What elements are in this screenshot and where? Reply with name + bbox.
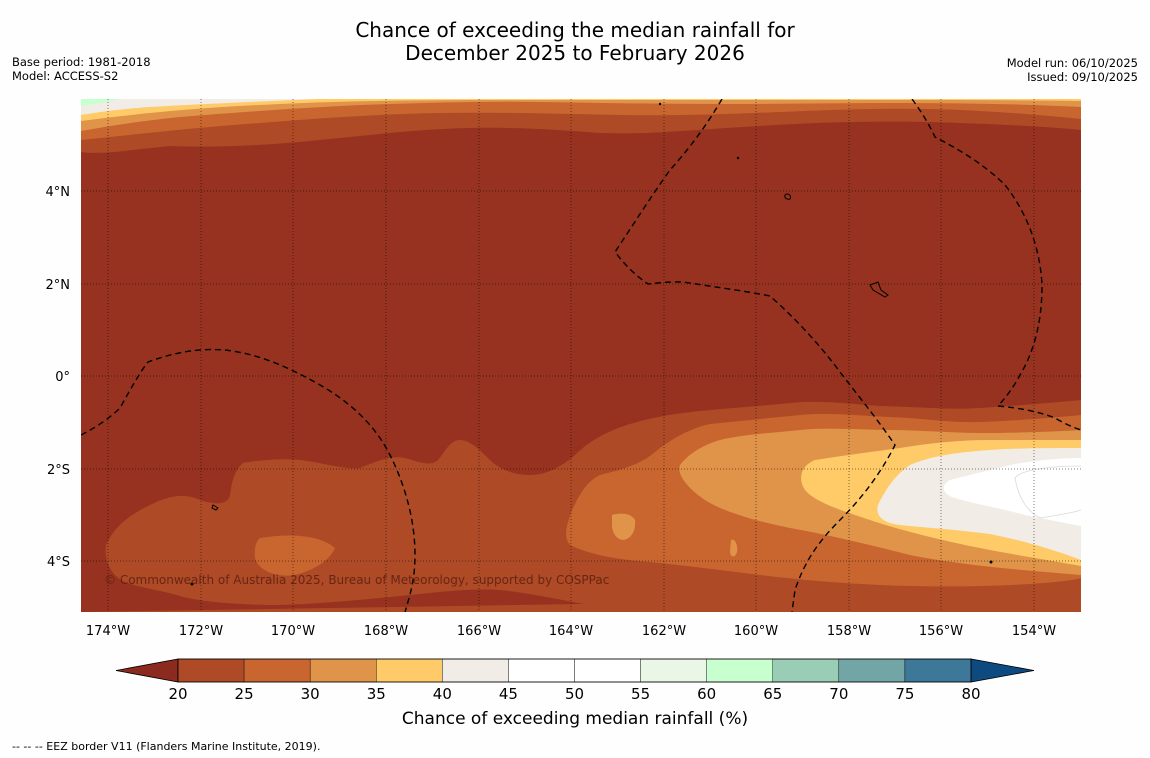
lat-tick-label: 2°N [46,278,71,293]
atoll-2 [869,281,889,298]
colorbar-segment [706,658,773,683]
lon-tick-label: 170°W [271,624,315,639]
colorbar-tick-labels: 20 25 30 35 40 45 50 55 60 65 70 75 80 [168,685,980,703]
colorbar-tick-label: 35 [367,685,386,703]
lat-tick-label: 4°N [46,185,71,200]
copyright-notice: © Commonwealth of Australia 2025, Bureau… [104,573,609,587]
colorbar-segment [376,658,443,683]
colorbar-tick-label: 25 [235,685,254,703]
north-band-60-65 [81,99,118,106]
base-period: Base period: 1981-2018 [12,55,151,69]
colorbar-frame [177,658,972,683]
colorbar-tick-label: 50 [565,685,584,703]
atoll-3 [211,504,219,511]
lon-tick-label: 168°W [364,624,408,639]
lon-tick-label: 154°W [1012,624,1056,639]
lat-tick-label: 2°S [47,463,70,478]
colorbar-segment [442,658,509,683]
model-run: Model run: 06/10/2025 [1006,56,1138,70]
colorbar-segment [309,658,377,683]
eez-legend-note: -- -- -- EEZ border V11 (Flanders Marine… [12,740,321,753]
lon-tick-label: 158°W [827,624,871,639]
map-area: © Commonwealth of Australia 2025, Bureau… [81,99,1081,612]
map-title: Chance of exceeding the median rainfall … [0,19,1150,65]
atoll-1 [784,193,791,200]
colorbar-segment [574,658,641,683]
colorbar-segment [640,658,707,683]
lon-tick-label: 162°W [642,624,686,639]
north-band-25-30 [81,99,1081,140]
lon-tick-label: 164°W [549,624,593,639]
eez-border-west [81,348,416,612]
meta-left: Base period: 1981-2018 Model: ACCESS-S2 [12,55,151,83]
colorbar-tick-label: 55 [631,685,650,703]
atoll-7 [190,582,194,586]
colorbar: 20 25 30 35 40 45 50 55 60 65 70 75 80 [115,658,1035,703]
colorbar-over-triangle [970,658,1035,683]
colorbar-under-triangle [115,658,179,683]
colorbar-segment [243,658,311,683]
colorbar-tick-label: 65 [763,685,782,703]
colorbar-segment [904,658,972,683]
eez-border-east [911,99,1081,431]
colorbar-tick-label: 70 [829,685,848,703]
lat-tick-label: 4°S [47,555,70,570]
atoll-4 [736,156,740,160]
title-line-1: Chance of exceeding the median rainfall … [355,18,795,42]
lon-tick-labels: 174°W 172°W 170°W 168°W 166°W 164°W 162°… [86,624,1056,639]
colorbar-tick-label: 80 [961,685,980,703]
lat-tick-labels: 4°N 2°N 0° 2°S 4°S [46,185,71,570]
colorbar-tick-label: 20 [168,685,187,703]
eez-borders [81,99,1081,612]
lon-tick-label: 156°W [919,624,963,639]
colorbar-label: Chance of exceeding median rainfall (%) [401,709,749,729]
colorbar-tick-label: 75 [895,685,914,703]
atoll-5 [658,102,662,106]
north-band-40-45 [81,99,320,115]
lon-tick-label: 166°W [457,624,501,639]
south-island-25-30-a [254,535,335,576]
meta-right: Model run: 06/10/2025 Issued: 09/10/2025 [1007,56,1138,84]
colorbar-segment [772,658,840,683]
lon-tick-label: 172°W [179,624,223,639]
south-contour-faint [1014,465,1081,519]
colorbar-segment [508,658,575,683]
colorbar-tick-label: 60 [697,685,716,703]
lat-tick-label: 0° [55,370,70,385]
colorbar-tick-label: 40 [433,685,452,703]
colorbar-tick-label: 30 [301,685,320,703]
lon-tick-label: 174°W [86,624,130,639]
colorbar-segments [177,658,972,683]
issued-date: Issued: 09/10/2025 [1027,70,1138,84]
colorbar-segment [838,658,906,683]
south-band-45-55 [943,458,1081,526]
colorbar-segment [177,658,245,683]
south-island-30-35-b [730,539,738,557]
colorbar-tick-label: 45 [499,685,518,703]
south-island-30-35-a [612,513,636,540]
eez-border-central [614,99,896,612]
title-line-2: December 2025 to February 2026 [405,41,745,65]
model-name: Model: ACCESS-S2 [12,69,119,83]
lon-tick-label: 160°W [734,624,778,639]
